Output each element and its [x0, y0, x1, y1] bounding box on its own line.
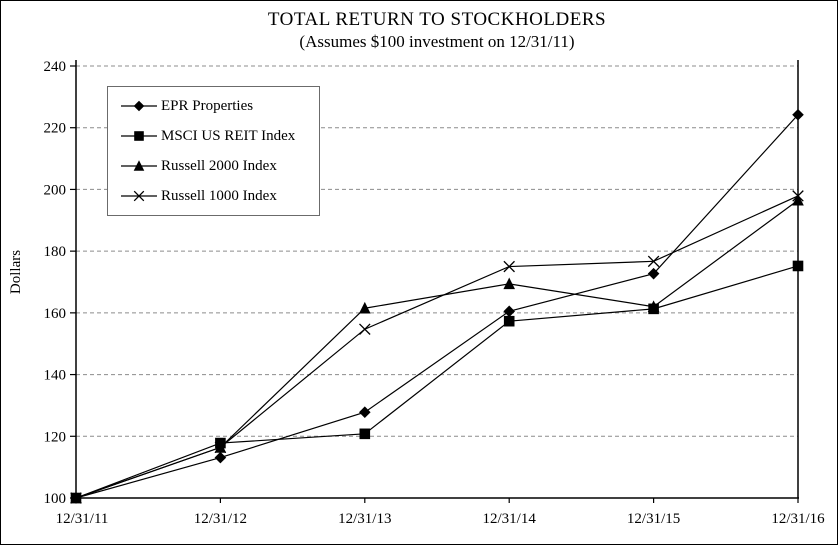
triangle-marker-icon [503, 277, 515, 290]
x-tick-label: 12/31/11 [56, 511, 109, 527]
y-tick-label: 240 [44, 59, 67, 75]
x-tick-label: 12/31/12 [194, 511, 247, 527]
series-triangle [70, 193, 804, 504]
series-line [75, 265, 799, 499]
triangle-marker-icon [792, 193, 804, 206]
triangle-marker-icon [133, 160, 145, 171]
y-axis-title: Dollars [8, 250, 24, 294]
y-tick-label: 120 [44, 429, 67, 445]
chart-subtitle: (Assumes $100 investment on 12/31/11) [299, 32, 575, 51]
x-marker-icon [792, 190, 804, 202]
x-tick-label: 12/31/14 [483, 511, 537, 527]
legend-item-russell-1000-index: Russell 1000 Index [121, 188, 315, 204]
square-marker-icon [134, 131, 144, 141]
diamond-marker-icon [133, 100, 145, 112]
square-legend-key-icon [121, 131, 157, 141]
x-tick-label: 12/31/15 [627, 511, 680, 527]
square-marker-icon [792, 260, 804, 272]
diamond-marker-icon [647, 267, 660, 280]
series-line [75, 114, 799, 499]
legend-item-label: MSCI US REIT Index [161, 127, 296, 144]
series-square [70, 260, 804, 504]
y-tick-label: 160 [44, 306, 67, 322]
chart-title: TOTAL RETURN TO STOCKHOLDERS [267, 9, 607, 30]
diamond-marker-icon [359, 406, 371, 419]
diamond-marker-icon [214, 451, 227, 464]
x-marker-icon [133, 190, 145, 202]
x-legend-key-icon [121, 190, 157, 202]
square-marker-icon [359, 428, 371, 440]
x-marker-icon [70, 492, 82, 504]
x-marker-icon [503, 260, 515, 273]
legend: EPR Properties MSCI US REIT Index Russell … [107, 86, 320, 216]
legend-item-msci-us-reit-index: MSCI US REIT Index [121, 128, 315, 144]
y-tick-label: 140 [44, 368, 67, 384]
legend-item-russell-2000-index: Russell 2000 Index [121, 158, 315, 174]
x-marker-icon [214, 441, 227, 454]
x-tick-label: 12/31/16 [771, 511, 825, 527]
triangle-marker-icon [359, 301, 371, 314]
legend-item-label: Russell 1000 Index [161, 187, 277, 204]
y-tick-label: 180 [44, 244, 67, 260]
triangle-marker-icon [647, 300, 660, 312]
legend-item-label: Russell 2000 Index [161, 157, 277, 174]
y-tick-label: 200 [44, 182, 67, 198]
series-line [75, 195, 799, 499]
y-tick-label: 220 [44, 121, 67, 137]
diamond-marker-icon [792, 108, 804, 121]
legend-item-label: EPR Properties [161, 97, 254, 114]
square-marker-icon [503, 315, 515, 327]
x-marker-icon [359, 323, 371, 335]
diamond-marker-icon [503, 305, 515, 318]
legend-item-epr-properties: EPR Properties [121, 98, 315, 114]
x-tick-label: 12/31/13 [338, 511, 391, 527]
triangle-legend-key-icon [121, 160, 157, 171]
series-x [70, 190, 804, 504]
y-tick-label: 100 [44, 491, 67, 507]
diamond-legend-key-icon [121, 100, 157, 112]
x-marker-icon [647, 255, 660, 268]
